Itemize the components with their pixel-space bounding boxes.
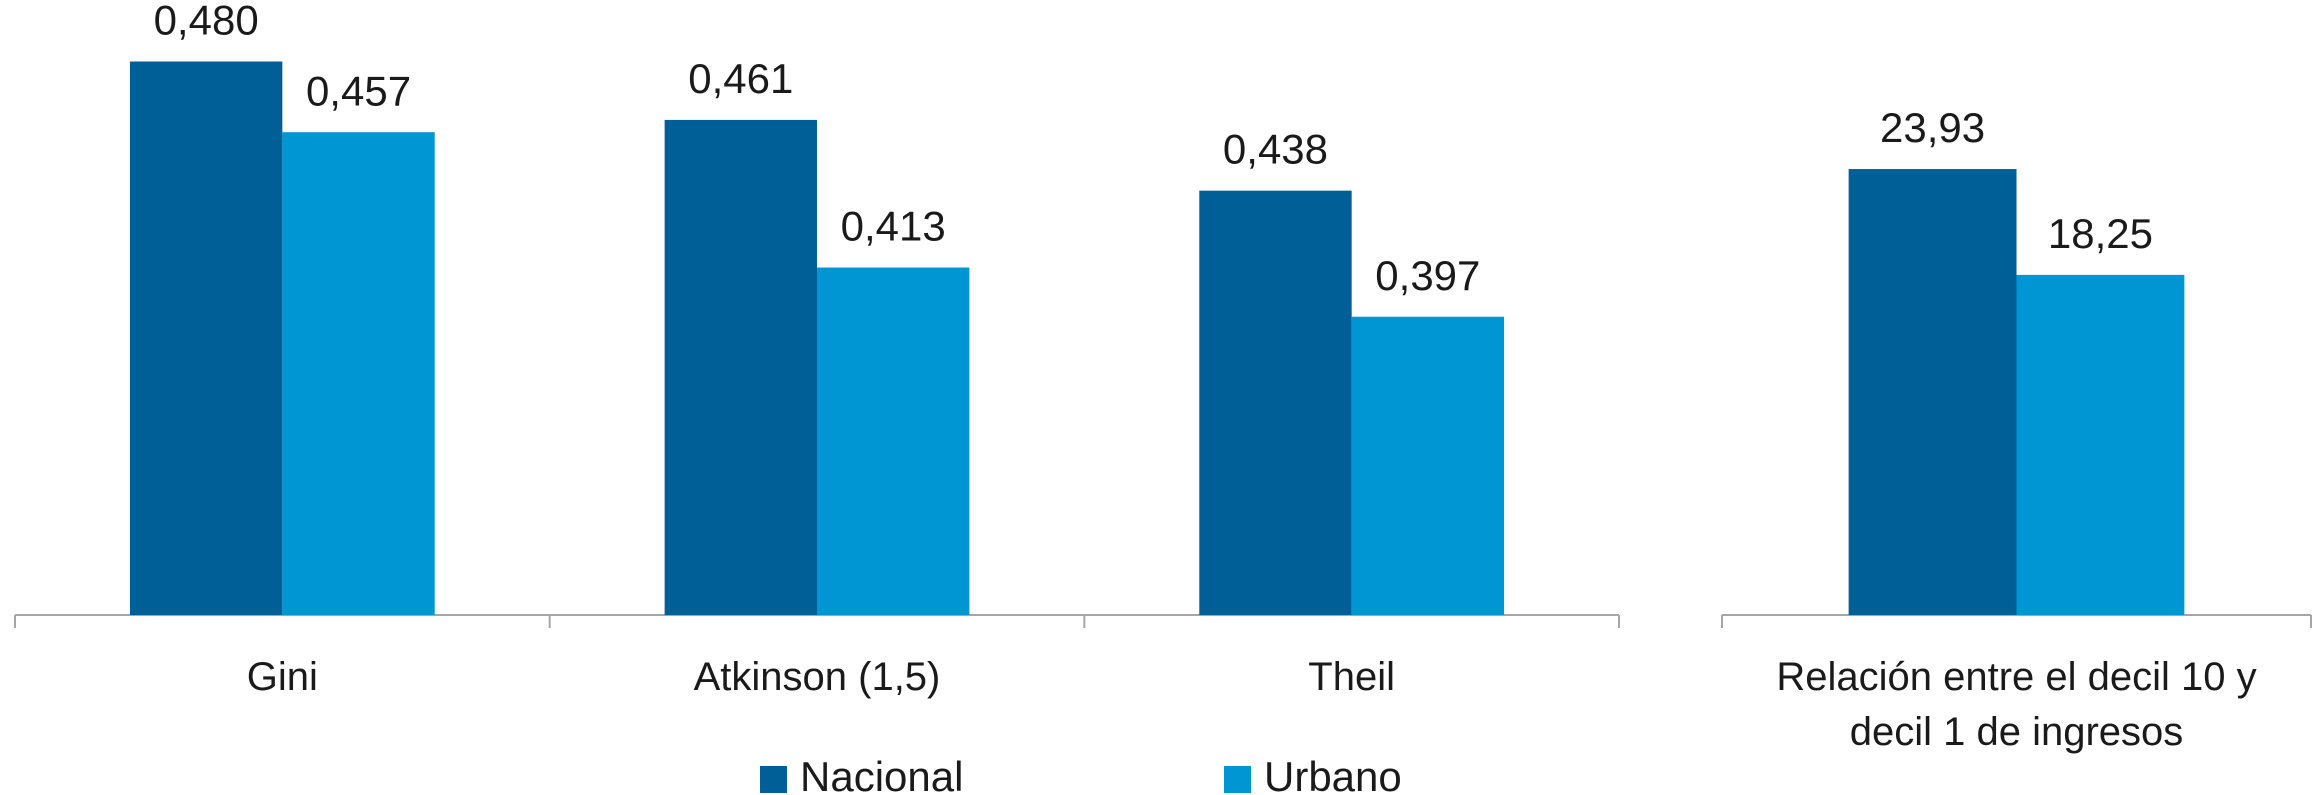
x-tick-label: Gini xyxy=(246,655,318,699)
x-tick-label: Theil xyxy=(1308,655,1395,699)
bar xyxy=(2016,274,2185,615)
bar xyxy=(129,61,283,615)
x-tick-label: Relación entre el decil 10 y decil 1 de … xyxy=(1776,655,2257,754)
bar xyxy=(282,132,435,615)
data-label: 0,457 xyxy=(306,67,411,114)
data-label: 0,438 xyxy=(1223,126,1328,173)
data-label: 18,25 xyxy=(2048,210,2153,257)
legend-label: Nacional xyxy=(800,753,963,795)
data-label: 0,413 xyxy=(841,203,946,250)
bar xyxy=(1199,190,1352,615)
bar xyxy=(664,119,817,616)
data-label: 23,93 xyxy=(1880,104,1985,151)
bar xyxy=(1351,316,1505,615)
data-label: 0,397 xyxy=(1375,252,1480,299)
data-label: 0,480 xyxy=(154,0,259,44)
legend-swatch xyxy=(760,766,787,793)
bar xyxy=(1848,169,2017,616)
legend-swatch xyxy=(1224,766,1251,793)
x-tick-label: Atkinson (1,5) xyxy=(693,655,941,699)
legend-label: Urbano xyxy=(1264,753,1402,795)
data-label: 0,461 xyxy=(688,55,793,102)
bar xyxy=(817,267,970,615)
